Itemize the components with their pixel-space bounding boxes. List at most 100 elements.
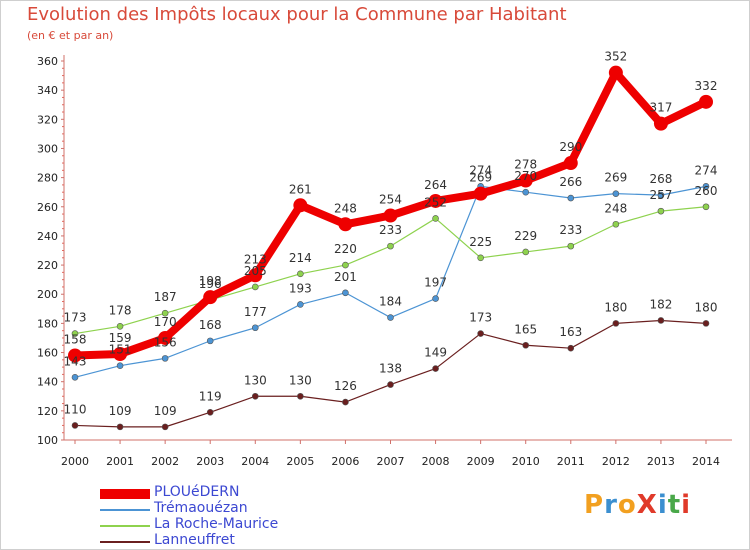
data-label-lanneuffret: 138 — [379, 362, 402, 376]
data-label-plouedern: 213 — [244, 252, 267, 266]
data-label-tremaouezan: 274 — [469, 163, 492, 177]
y-tick-label: 120 — [37, 405, 58, 418]
data-point-lanneuffret — [702, 320, 710, 327]
data-point-plouedern — [699, 94, 713, 109]
data-point-la-roche-maurice — [251, 283, 259, 291]
data-label-plouedern: 158 — [64, 332, 87, 346]
data-label-lanneuffret: 130 — [244, 373, 267, 387]
data-label-lanneuffret: 180 — [695, 300, 718, 314]
data-label-la-roche-maurice: 229 — [514, 229, 537, 243]
data-point-lanneuffret — [116, 423, 124, 431]
x-tick-label: 2010 — [512, 455, 540, 468]
legend-swatch-la-roche-maurice — [100, 525, 150, 527]
data-label-lanneuffret: 182 — [649, 297, 672, 311]
data-point-la-roche-maurice — [657, 207, 665, 215]
y-tick-label: 140 — [37, 376, 58, 389]
data-point-lanneuffret — [206, 409, 214, 416]
y-tick-label: 160 — [37, 347, 58, 360]
data-label-tremaouezan: 143 — [64, 354, 87, 368]
data-point-lanneuffret — [387, 381, 394, 388]
data-point-la-roche-maurice — [71, 330, 79, 337]
data-point-tremaouezan — [522, 188, 530, 196]
data-point-la-roche-maurice — [612, 220, 620, 228]
legend-swatch-lanneuffret — [100, 541, 150, 543]
x-tick-label: 2000 — [61, 455, 89, 468]
y-tick-label: 240 — [37, 230, 58, 243]
data-label-tremaouezan: 151 — [109, 343, 132, 357]
logo-letter: P — [584, 490, 605, 520]
data-label-lanneuffret: 163 — [559, 325, 582, 339]
data-point-lanneuffret — [71, 422, 79, 429]
data-label-la-roche-maurice: 187 — [154, 290, 177, 304]
x-tick-label: 2007 — [377, 455, 405, 468]
x-tick-label: 2001 — [106, 455, 134, 468]
data-label-lanneuffret: 126 — [334, 379, 357, 393]
data-point-plouedern — [608, 65, 623, 80]
x-tick-label: 2014 — [692, 455, 720, 468]
data-label-lanneuffret: 165 — [514, 322, 537, 336]
data-point-plouedern — [158, 330, 173, 345]
data-point-la-roche-maurice — [567, 242, 575, 250]
data-label-plouedern: 254 — [379, 193, 402, 207]
data-point-plouedern — [653, 116, 668, 131]
data-label-tremaouezan: 201 — [334, 270, 357, 284]
data-point-tremaouezan — [432, 295, 439, 302]
data-label-la-roche-maurice: 196 — [199, 277, 222, 291]
data-label-lanneuffret: 109 — [109, 404, 132, 418]
data-point-plouedern — [68, 348, 82, 363]
legend-label-plouedern: PLOUéDERN — [154, 484, 240, 500]
y-tick-label: 320 — [37, 113, 58, 126]
data-point-tremaouezan — [567, 194, 575, 202]
y-tick-label: 360 — [37, 55, 58, 68]
data-point-plouedern — [203, 290, 218, 305]
data-point-tremaouezan — [612, 190, 620, 197]
y-tick-label: 220 — [37, 259, 58, 272]
data-point-tremaouezan — [342, 289, 349, 297]
x-tick-label: 2004 — [241, 455, 269, 468]
data-label-tremaouezan: 269 — [604, 171, 627, 185]
data-label-lanneuffret: 119 — [199, 389, 222, 403]
data-label-tremaouezan: 193 — [289, 281, 312, 295]
proxiti-logo: ProXiti — [584, 490, 691, 520]
data-label-tremaouezan: 266 — [559, 175, 582, 189]
data-label-la-roche-maurice: 205 — [244, 264, 267, 278]
data-point-la-roche-maurice — [477, 254, 484, 262]
data-label-lanneuffret: 173 — [469, 311, 492, 325]
data-label-la-roche-maurice: 173 — [64, 311, 87, 325]
data-label-la-roche-maurice: 257 — [649, 188, 672, 202]
chart-axes: 100 120 140 160 180 200 220 240 260 280 300 320 340 3… — [37, 55, 732, 468]
data-point-la-roche-maurice — [387, 242, 394, 250]
x-tick-label: 2012 — [602, 455, 630, 468]
data-label-la-roche-maurice: 233 — [379, 223, 402, 237]
data-label-plouedern: 290 — [559, 140, 582, 154]
data-point-tremaouezan — [161, 355, 169, 362]
logo-letter: X — [636, 490, 658, 520]
data-point-la-roche-maurice — [432, 215, 439, 222]
data-label-plouedern: 159 — [109, 331, 132, 345]
data-point-tremaouezan — [297, 301, 304, 308]
data-point-lanneuffret — [297, 392, 304, 400]
data-point-lanneuffret — [251, 392, 259, 400]
x-tick-label: 2005 — [286, 455, 314, 468]
data-point-plouedern — [113, 346, 128, 361]
data-label-la-roche-maurice: 260 — [695, 184, 718, 198]
data-point-tremaouezan — [116, 362, 124, 369]
data-label-plouedern: 278 — [514, 158, 537, 172]
legend-label-tremaouezan: Trémaouézan — [154, 500, 248, 516]
data-label-lanneuffret: 149 — [424, 346, 447, 360]
x-tick-label: 2013 — [647, 455, 675, 468]
data-point-lanneuffret — [161, 423, 169, 431]
data-point-lanneuffret — [567, 344, 575, 352]
data-label-plouedern: 352 — [604, 50, 627, 64]
data-label-plouedern: 198 — [199, 274, 222, 288]
data-point-lanneuffret — [432, 365, 439, 372]
x-tick-label: 2006 — [331, 455, 359, 468]
data-label-la-roche-maurice: 178 — [109, 303, 132, 317]
data-point-plouedern — [293, 198, 308, 213]
data-point-lanneuffret — [612, 320, 620, 327]
legend-swatch-tremaouezan — [100, 509, 150, 511]
data-label-lanneuffret: 110 — [64, 402, 87, 416]
data-label-la-roche-maurice: 220 — [334, 242, 357, 256]
data-point-la-roche-maurice — [116, 322, 124, 330]
